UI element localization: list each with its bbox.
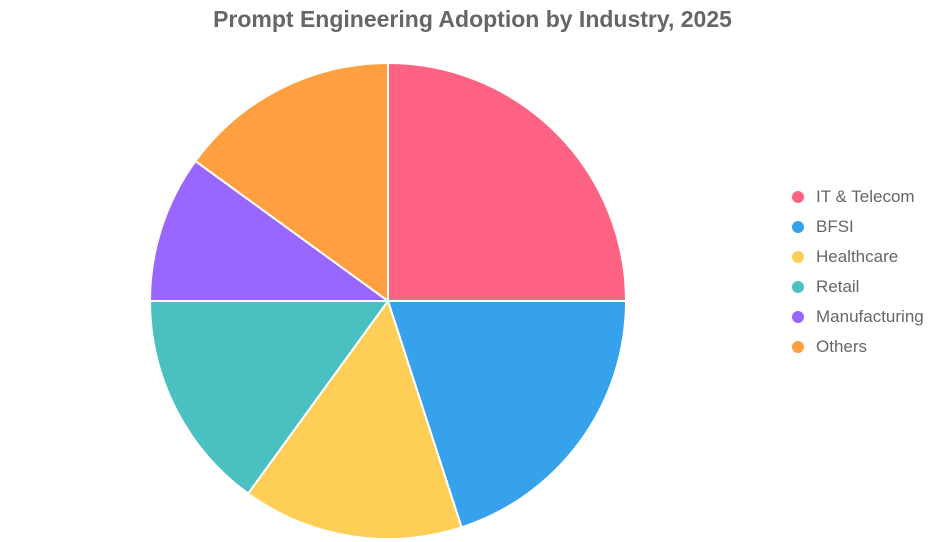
legend-swatch [792, 281, 804, 293]
legend-item-healthcare[interactable]: Healthcare [792, 242, 924, 272]
legend-item-manufacturing[interactable]: Manufacturing [792, 302, 924, 332]
pie-slice-it-telecom[interactable] [387, 61, 628, 302]
legend-label: Healthcare [816, 247, 899, 266]
pie-slice-healthcare[interactable] [246, 298, 463, 541]
legend-label: Retail [816, 277, 860, 296]
legend-item-others[interactable]: Others [792, 332, 924, 362]
legend-label: BFSI [816, 217, 854, 236]
pie-slice-retail[interactable] [148, 300, 390, 495]
legend-swatch [792, 311, 804, 323]
legend-label: IT & Telecom [816, 187, 915, 206]
chart-title: Prompt Engineering Adoption by Industry,… [213, 6, 732, 32]
pie-slice-bfsi[interactable] [386, 300, 628, 529]
legend-swatch [792, 251, 804, 263]
legend-label: Others [816, 337, 868, 356]
legend-swatch [792, 341, 804, 353]
pie-slice-others[interactable] [194, 61, 389, 303]
legend-item-bfsi[interactable]: BFSI [792, 212, 924, 242]
legend-item-retail[interactable]: Retail [792, 272, 924, 302]
legend-swatch [792, 191, 804, 203]
legend-swatch [792, 221, 804, 233]
legend-item-it-telecom[interactable]: IT & Telecom [792, 182, 924, 212]
chart-legend: IT & Telecom BFSI Healthcare Retail Manufact… [792, 182, 924, 362]
pie-slice-manufacturing[interactable] [148, 159, 392, 302]
legend-label: Manufacturing [816, 307, 924, 326]
